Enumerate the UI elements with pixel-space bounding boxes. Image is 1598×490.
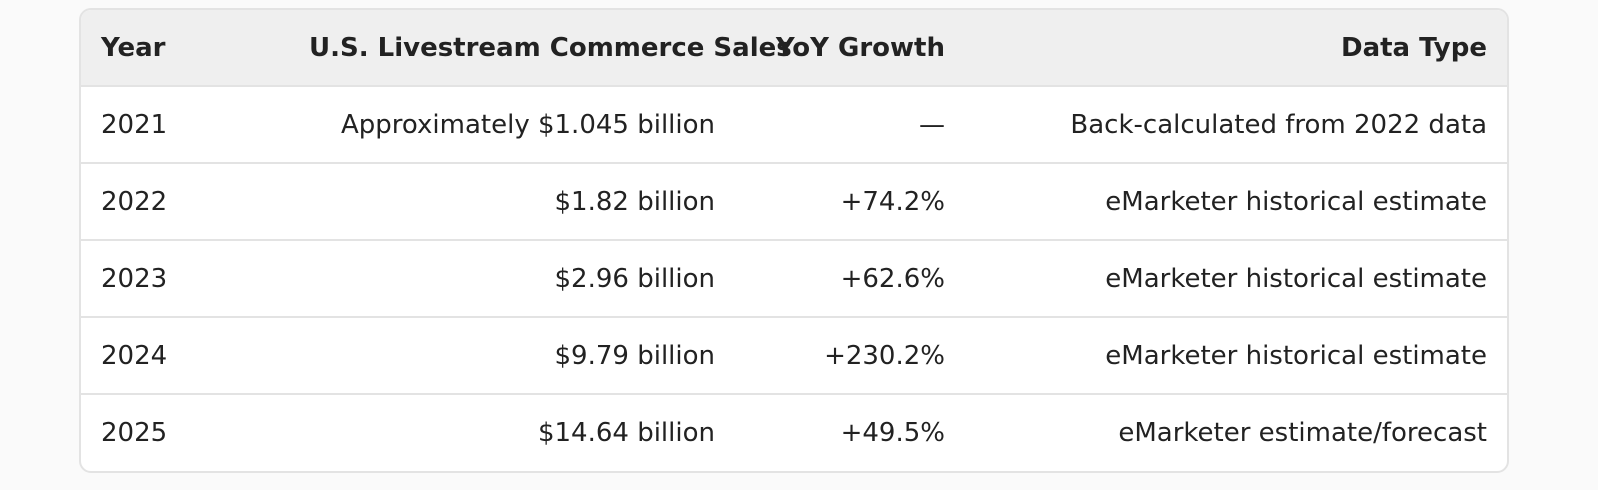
header-sales: U.S. Livestream Commerce Sales bbox=[309, 32, 792, 63]
cell-year: 2024 bbox=[101, 340, 168, 371]
cell-data-type: eMarketer historical estimate bbox=[1105, 263, 1487, 294]
cell-year: 2021 bbox=[101, 109, 168, 140]
livestream-sales-table-card: Year U.S. Livestream Commerce Sales YoY … bbox=[79, 8, 1509, 473]
cell-year: 2025 bbox=[101, 418, 168, 448]
cell-sales: $9.79 billion bbox=[554, 340, 715, 371]
header-year: Year bbox=[101, 32, 166, 63]
cell-sales: Approximately $1.045 billion bbox=[341, 109, 715, 140]
cell-growth: — bbox=[919, 109, 945, 140]
header-data-type: Data Type bbox=[1341, 32, 1487, 63]
cell-year: 2023 bbox=[101, 263, 168, 294]
table-header-row: Year U.S. Livestream Commerce Sales YoY … bbox=[81, 10, 1507, 86]
cell-data-type: eMarketer historical estimate bbox=[1105, 186, 1487, 217]
table-row: 2024 $9.79 billion +230.2% eMarketer his… bbox=[81, 317, 1507, 394]
table-row: 2022 $1.82 billion +74.2% eMarketer hist… bbox=[81, 163, 1507, 240]
cell-sales: $1.82 billion bbox=[554, 186, 715, 217]
livestream-sales-table: Year U.S. Livestream Commerce Sales YoY … bbox=[81, 10, 1507, 471]
cell-sales: $14.64 billion bbox=[537, 418, 715, 448]
cell-data-type: eMarketer estimate/forecast bbox=[1118, 418, 1487, 448]
cell-data-type: Back-calculated from 2022 data bbox=[1070, 109, 1487, 140]
cell-growth: +230.2% bbox=[824, 340, 945, 371]
cell-growth: +74.2% bbox=[840, 186, 945, 217]
cell-data-type: eMarketer historical estimate bbox=[1105, 340, 1487, 371]
table-row: 2025 $14.64 billion +49.5% eMarketer est… bbox=[81, 394, 1507, 471]
table-row: 2021 Approximately $1.045 billion — Back… bbox=[81, 86, 1507, 163]
cell-sales: $2.96 billion bbox=[554, 263, 715, 294]
cell-growth: +62.6% bbox=[840, 263, 945, 294]
cell-growth: +49.5% bbox=[840, 418, 945, 448]
table-row: 2023 $2.96 billion +62.6% eMarketer hist… bbox=[81, 240, 1507, 317]
cell-year: 2022 bbox=[101, 186, 168, 217]
header-growth: YoY Growth bbox=[775, 32, 945, 63]
